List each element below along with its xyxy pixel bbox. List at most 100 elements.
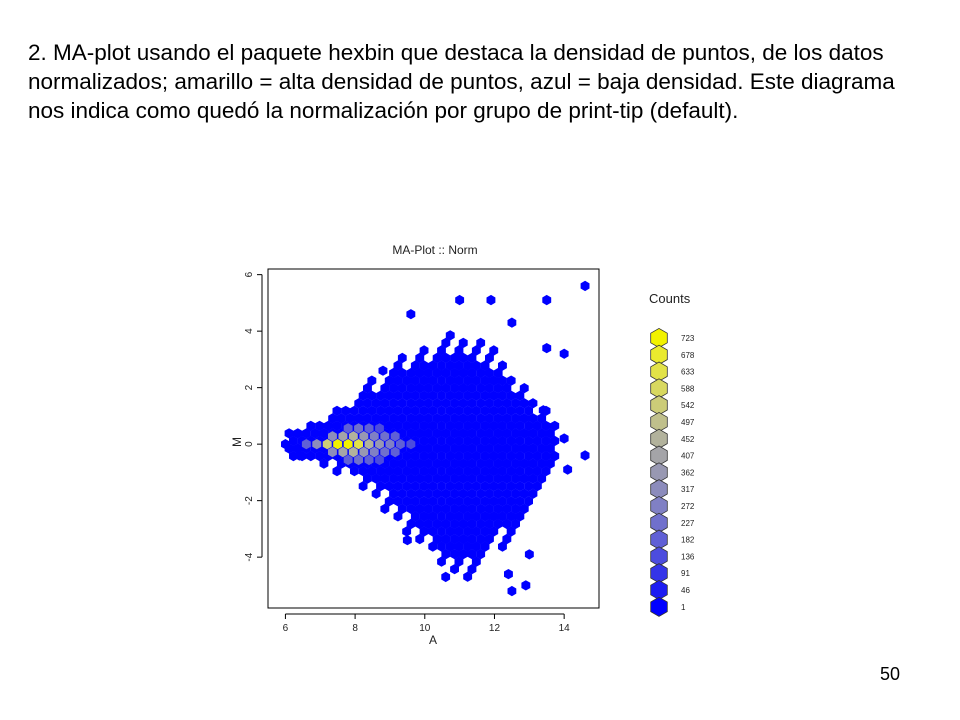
hexbin-cell xyxy=(454,556,464,567)
hexbin-outlier xyxy=(402,535,412,546)
hexbin-cell xyxy=(406,428,416,439)
hexbin-cell xyxy=(350,405,359,416)
hexbin-cell xyxy=(328,413,338,424)
hexbin-cell xyxy=(380,398,390,409)
hexbin-cell xyxy=(415,352,425,364)
hexbin-cell xyxy=(476,398,486,409)
hexbin-cell xyxy=(454,375,464,386)
hexbin-cell xyxy=(437,435,446,447)
hexbin-cell xyxy=(467,367,477,379)
hexbin-cell xyxy=(454,481,464,492)
hexbin-cell xyxy=(393,496,403,507)
hexbin-cell xyxy=(515,390,525,401)
hexbin-cell xyxy=(402,526,412,537)
y-tick-label: -2 xyxy=(244,496,255,505)
hexbin-cell xyxy=(415,488,425,499)
hexbin-cell xyxy=(454,496,464,507)
hexbin-cell xyxy=(341,405,351,416)
hexbin-cell xyxy=(445,466,455,477)
hexbin-cell xyxy=(463,390,473,401)
hexbin-cell xyxy=(410,450,420,462)
hexbin-cell xyxy=(545,443,555,454)
hexbin-cell xyxy=(445,375,455,386)
hexbin-cell xyxy=(336,458,346,469)
hexbin-cell xyxy=(363,398,372,409)
hexbin-cell xyxy=(454,526,464,537)
hexbin-cell xyxy=(471,511,481,522)
hexbin-cell xyxy=(467,564,477,575)
hexbin-cell xyxy=(441,458,451,469)
hexbin-cell xyxy=(476,383,486,394)
legend-count-label: 542 xyxy=(681,401,695,410)
hexbin-cell xyxy=(428,496,438,507)
hexbin-cell xyxy=(458,367,468,379)
hexbin-cell xyxy=(445,511,455,522)
hexbin-cell xyxy=(515,450,525,462)
hexbin-cell xyxy=(389,488,398,499)
legend-swatch xyxy=(650,546,668,567)
hexbin-cell xyxy=(471,435,481,447)
x-tick-label: 6 xyxy=(283,623,289,634)
hexbin-cell xyxy=(445,481,455,492)
hexbin-cell xyxy=(471,420,481,431)
hexbin-cell xyxy=(428,450,438,462)
hexbin-cell xyxy=(310,428,320,439)
hexbin-cell xyxy=(428,435,438,447)
hexbin-cell xyxy=(541,420,551,431)
hexbin-cell xyxy=(367,390,377,401)
hexbin-cell xyxy=(458,458,468,469)
hexbin-cell xyxy=(515,405,525,416)
hexbin-cell xyxy=(432,398,442,409)
hexbin-cell xyxy=(532,420,542,431)
hexbin-cell xyxy=(519,443,529,454)
hexbin-cell xyxy=(419,435,429,447)
hexbin-cell xyxy=(410,481,420,492)
hexbin-cell xyxy=(450,398,459,409)
hexbin-cell xyxy=(397,488,407,499)
hexbin-cell xyxy=(384,390,394,401)
hexbin-cell xyxy=(450,473,459,484)
legend-count-label: 362 xyxy=(681,468,695,477)
hexbin-cell xyxy=(410,405,420,416)
hexbin-outlier xyxy=(504,569,513,580)
hexbin-outlier xyxy=(524,549,534,560)
x-tick-label: 10 xyxy=(419,623,431,634)
hexbin-cell xyxy=(532,450,542,462)
hexbin-cell xyxy=(384,466,394,477)
hexbin-cell xyxy=(428,481,438,492)
hexbin-cell xyxy=(480,435,490,447)
legend-swatch xyxy=(650,378,668,399)
hexbin-cell xyxy=(450,413,459,424)
hexbin-cell xyxy=(506,481,516,492)
hexbin-cell xyxy=(506,405,516,416)
hexbin-cell xyxy=(450,549,459,560)
legend-count-label: 633 xyxy=(681,368,695,377)
hexbin-cell xyxy=(480,541,490,552)
hexbin-cell xyxy=(476,337,486,348)
legend-swatch xyxy=(650,529,668,550)
hexbin-cell xyxy=(424,488,433,499)
hexbin-cell xyxy=(498,511,507,522)
hexbin-cell xyxy=(424,473,433,484)
hexbin-cell xyxy=(402,405,412,416)
hexbin-cell xyxy=(467,398,477,409)
hexbin-cell xyxy=(502,398,512,409)
hexbin-cell xyxy=(376,390,385,401)
legend-swatch xyxy=(650,395,668,416)
hexbin-cell xyxy=(458,443,468,454)
hexbin-cell xyxy=(450,367,459,379)
hexbin-cell xyxy=(437,375,446,386)
hexbin-cell xyxy=(437,390,446,401)
legend-count-label: 136 xyxy=(681,552,695,561)
hexbin-cell xyxy=(467,443,477,454)
hexbin-cell xyxy=(424,398,433,409)
hexbin-cell xyxy=(445,450,455,462)
hexbin-cell xyxy=(389,367,398,379)
hexbin-dense-cell xyxy=(359,446,369,458)
hexbin-cell xyxy=(437,420,446,431)
hexbin-cell xyxy=(511,518,520,530)
hexbin-cell xyxy=(471,405,481,416)
hexbin-cell xyxy=(476,458,486,469)
legend-swatch xyxy=(650,596,668,617)
hexbin-dense-cell xyxy=(406,439,416,450)
